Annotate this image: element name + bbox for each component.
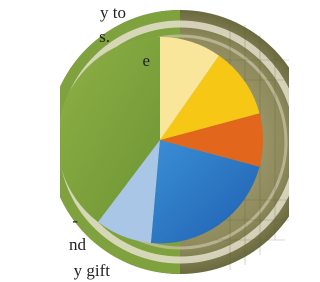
text-line: y gift	[74, 261, 111, 280]
pie	[57, 37, 263, 243]
text-line: -	[72, 211, 78, 230]
text-column-bg	[0, 0, 60, 282]
page: y to s. e - nd y gift (() => { const dat…	[0, 0, 289, 282]
text-line: y to	[100, 3, 126, 22]
illustration: y to s. e - nd y gift	[0, 0, 289, 282]
text-line: nd	[69, 235, 87, 254]
text-line: s.	[99, 27, 110, 46]
text-line: e	[142, 51, 150, 70]
